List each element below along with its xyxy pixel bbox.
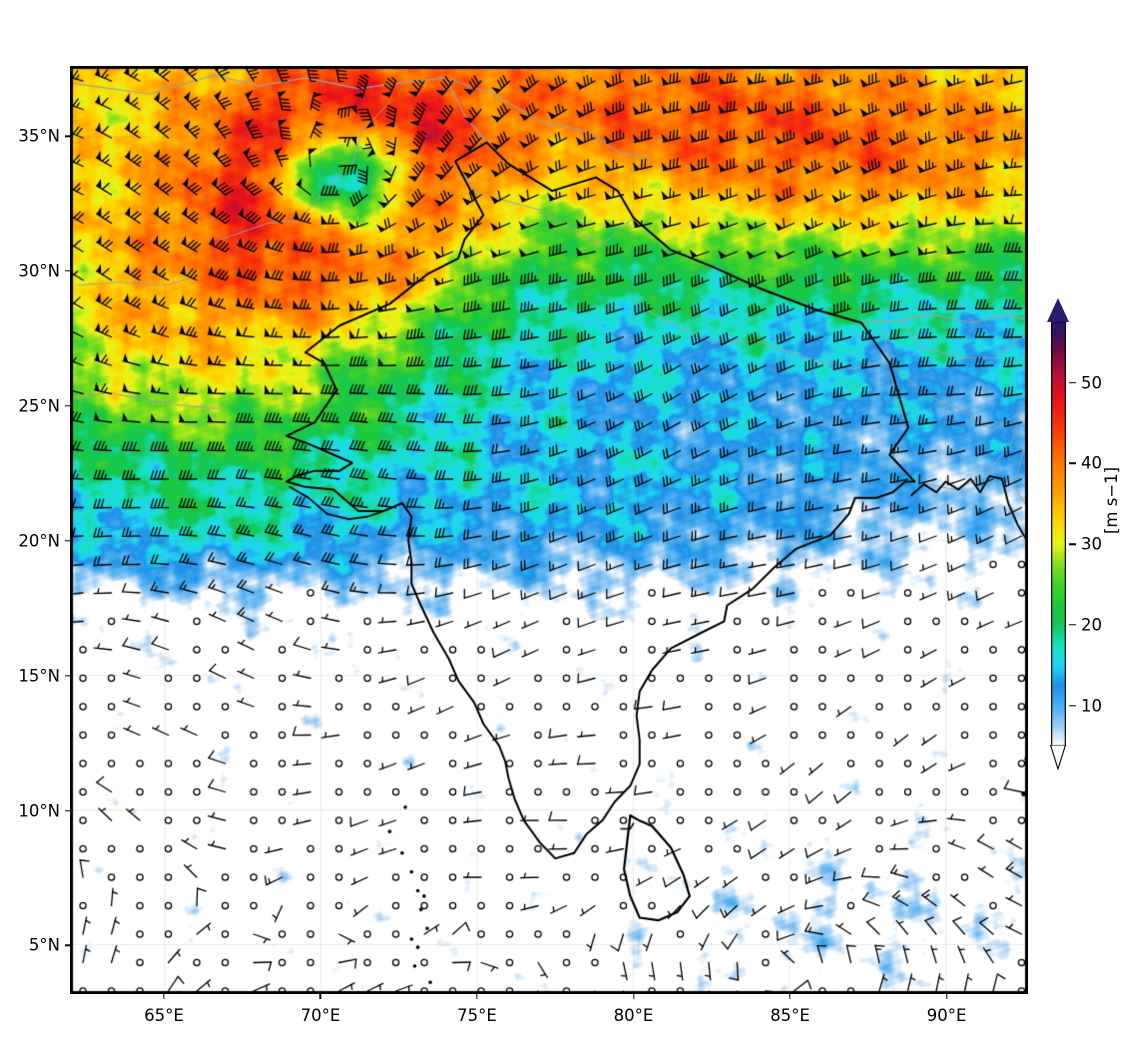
colorbar-under-arrow-icon	[1049, 744, 1067, 771]
colorbar-tick-label: 40	[1081, 453, 1102, 473]
y-axis-tick-label: 10°N	[18, 801, 60, 821]
x-axis-tick-mark	[319, 994, 322, 999]
x-axis-tick-mark	[789, 994, 791, 999]
x-axis-tick-label: 75°E	[457, 1006, 497, 1025]
y-axis-tick-label: 35°N	[18, 126, 60, 146]
y-axis-tick-label: 25°N	[18, 396, 60, 416]
y-axis-tick-label: 20°N	[18, 531, 60, 551]
x-axis-tick-mark	[632, 994, 635, 999]
colorbar-tick-label: 50	[1081, 373, 1102, 393]
x-axis-tick-label: 80°E	[613, 1006, 654, 1025]
y-axis-tick-label: 30°N	[18, 261, 60, 281]
x-axis-tick-label: 65°E	[144, 1006, 184, 1025]
colorbar-gradient	[1050, 322, 1066, 746]
x-axis-tick-mark	[476, 994, 478, 999]
x-axis-tick-label: 90°E	[926, 1006, 967, 1025]
y-axis-tick-label: 5°N	[28, 935, 60, 955]
colorbar-tick-label: 10	[1081, 696, 1102, 716]
y-axis-tick-label: 15°N	[18, 666, 60, 686]
colorbar-over-arrow	[1047, 298, 1069, 322]
colorbar-tick-mark	[1069, 624, 1076, 626]
wind-speed-map-canvas	[71, 67, 1027, 993]
colorbar-tick-label: 20	[1081, 615, 1102, 635]
colorbar-tick-mark	[1069, 462, 1076, 465]
x-axis-tick-mark	[945, 994, 948, 999]
colorbar	[1047, 298, 1069, 771]
colorbar-units-label: [m s−1]	[1102, 466, 1121, 534]
map-plot-area[interactable]	[70, 66, 1028, 994]
colorbar-tick-mark	[1069, 543, 1076, 545]
colorbar-tick-label: 30	[1081, 534, 1102, 554]
x-axis-tick-mark	[163, 994, 165, 999]
x-axis-tick-label: 85°E	[770, 1006, 810, 1025]
x-axis-tick-label: 70°E	[300, 1006, 341, 1025]
colorbar-tick-mark	[1069, 381, 1076, 384]
colorbar-under-arrow	[1047, 744, 1069, 771]
colorbar-tick-mark	[1069, 704, 1076, 707]
